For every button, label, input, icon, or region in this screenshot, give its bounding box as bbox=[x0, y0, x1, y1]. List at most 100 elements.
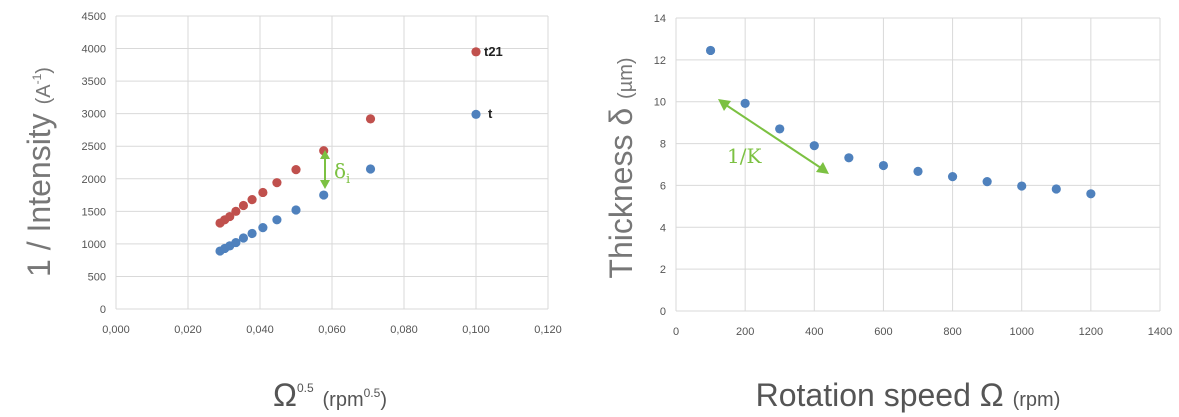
data-point bbox=[705, 45, 716, 56]
series-label-t: t bbox=[488, 106, 493, 121]
right-y-tick-labels: 0 2 4 6 8 10 12 14 bbox=[654, 13, 666, 318]
left-y-tick-labels: 0 500 1000 1500 2000 2500 3000 3500 4000 4500 bbox=[82, 11, 106, 316]
y-tick-label: 12 bbox=[654, 55, 666, 67]
right-chart: 0 2 4 6 8 10 12 14 0 200 400 600 800 1000 1200 1400 1/… bbox=[603, 13, 1172, 413]
delta-i-arrow-down bbox=[320, 180, 330, 189]
right-y-axis-title: Thickness δ (µm) bbox=[603, 57, 639, 278]
left-x-title-sup: 0.5 bbox=[297, 381, 314, 395]
left-x-axis-title: Ω0.5 (rpm0.5) bbox=[273, 363, 387, 413]
y-tick-label: 3000 bbox=[82, 109, 106, 121]
x-tick-label: 0 bbox=[673, 326, 679, 338]
right-data-points bbox=[705, 45, 1096, 199]
slope-line bbox=[725, 104, 822, 169]
point-t21 bbox=[471, 47, 481, 57]
y-tick-label: 6 bbox=[660, 180, 666, 192]
point-t bbox=[272, 215, 282, 225]
x-tick-label: 0,060 bbox=[318, 324, 346, 336]
slope-arrow-end bbox=[816, 162, 829, 174]
left-y-axis-title: 1 / Intensity (A-1) bbox=[21, 67, 57, 277]
point-t21 bbox=[258, 187, 268, 198]
y-tick-label: 3500 bbox=[82, 76, 106, 88]
right-x-tick-labels: 0 200 400 600 800 1000 1200 1400 bbox=[673, 326, 1172, 338]
x-tick-label: 1000 bbox=[1009, 326, 1033, 338]
series-label-t21: t21 bbox=[484, 44, 503, 59]
point-t bbox=[247, 228, 257, 239]
left-x-tick-labels: 0,000 0,020 0,040 0,060 0,080 0,100 0,120 bbox=[102, 324, 562, 336]
delta-i-arrow-up bbox=[320, 150, 330, 159]
left-x-title-unit-close: ) bbox=[380, 389, 387, 411]
data-point bbox=[947, 172, 958, 182]
delta-i-annotation: δi bbox=[320, 150, 350, 189]
x-tick-label: 1400 bbox=[1148, 326, 1172, 338]
y-tick-label: 1500 bbox=[82, 206, 106, 218]
delta-i-sub: i bbox=[346, 172, 350, 187]
x-tick-label: 800 bbox=[943, 326, 961, 338]
point-t21 bbox=[365, 114, 376, 124]
data-point bbox=[740, 98, 750, 108]
x-tick-label: 0,080 bbox=[390, 324, 418, 336]
data-point bbox=[913, 166, 923, 177]
y-tick-label: 1000 bbox=[82, 239, 106, 251]
x-tick-label: 600 bbox=[874, 326, 892, 338]
slope-arrow-start bbox=[718, 99, 731, 111]
data-point bbox=[878, 160, 889, 171]
data-point bbox=[982, 177, 992, 187]
left-y-title-unit-sup: -1 bbox=[30, 73, 44, 84]
point-t bbox=[238, 233, 249, 243]
x-tick-label: 0,120 bbox=[534, 324, 562, 336]
left-data-points bbox=[215, 47, 481, 256]
left-x-title-unit-sup: 0.5 bbox=[364, 386, 381, 400]
point-t bbox=[258, 223, 268, 233]
y-tick-label: 2000 bbox=[82, 174, 106, 186]
data-point bbox=[844, 153, 854, 163]
y-tick-label: 4000 bbox=[82, 44, 106, 56]
y-tick-label: 4500 bbox=[82, 11, 106, 23]
point-t21 bbox=[225, 211, 235, 222]
y-tick-label: 2500 bbox=[82, 141, 106, 153]
point-t21 bbox=[247, 195, 257, 205]
point-t21 bbox=[231, 206, 241, 216]
y-tick-label: 8 bbox=[660, 139, 666, 151]
x-tick-label: 1200 bbox=[1079, 326, 1103, 338]
left-y-title-main: 1 / Intensity bbox=[21, 113, 57, 277]
x-tick-label: 400 bbox=[805, 326, 823, 338]
point-t bbox=[471, 109, 481, 119]
right-x-axis-title: Rotation speed Ω (rpm) bbox=[756, 377, 1061, 413]
data-point bbox=[809, 141, 819, 151]
y-tick-label: 0 bbox=[660, 306, 666, 318]
right-gridlines bbox=[675, 17, 1161, 312]
data-point bbox=[1017, 181, 1027, 191]
x-tick-label: 0,100 bbox=[462, 324, 490, 336]
left-x-title-main: Ω bbox=[273, 377, 297, 413]
data-point bbox=[1086, 189, 1096, 199]
point-t bbox=[291, 205, 301, 215]
data-point bbox=[775, 124, 785, 134]
left-y-title-unit: (A bbox=[33, 84, 55, 105]
point-t bbox=[231, 237, 241, 248]
x-tick-label: 0,000 bbox=[102, 324, 130, 336]
y-tick-label: 500 bbox=[88, 271, 106, 283]
point-t bbox=[319, 190, 329, 200]
y-tick-label: 0 bbox=[100, 304, 106, 316]
right-x-title-main: Rotation speed Ω bbox=[756, 377, 1004, 413]
left-x-title-unit: (rpm bbox=[323, 389, 364, 411]
left-chart: 0 500 1000 1500 2000 2500 3000 3500 4000 4500 0,0… bbox=[21, 11, 562, 413]
x-tick-label: 0,020 bbox=[174, 324, 202, 336]
right-y-title-unit: (µm) bbox=[615, 57, 637, 99]
slope-annotation: 1/K bbox=[718, 99, 829, 174]
right-x-title-unit: (rpm) bbox=[1013, 389, 1061, 411]
point-t21 bbox=[272, 178, 282, 188]
x-tick-label: 200 bbox=[736, 326, 754, 338]
y-tick-label: 2 bbox=[660, 264, 666, 276]
point-t bbox=[365, 164, 376, 174]
point-t21 bbox=[291, 165, 301, 175]
slope-label: 1/K bbox=[727, 144, 762, 168]
left-gridlines bbox=[115, 15, 549, 310]
y-tick-label: 14 bbox=[654, 13, 666, 25]
y-tick-label: 10 bbox=[654, 97, 666, 109]
x-tick-label: 0,040 bbox=[246, 324, 274, 336]
left-y-title-unit-close: ) bbox=[33, 67, 55, 74]
delta-i-label: δi bbox=[334, 159, 350, 187]
data-point bbox=[1051, 184, 1061, 194]
